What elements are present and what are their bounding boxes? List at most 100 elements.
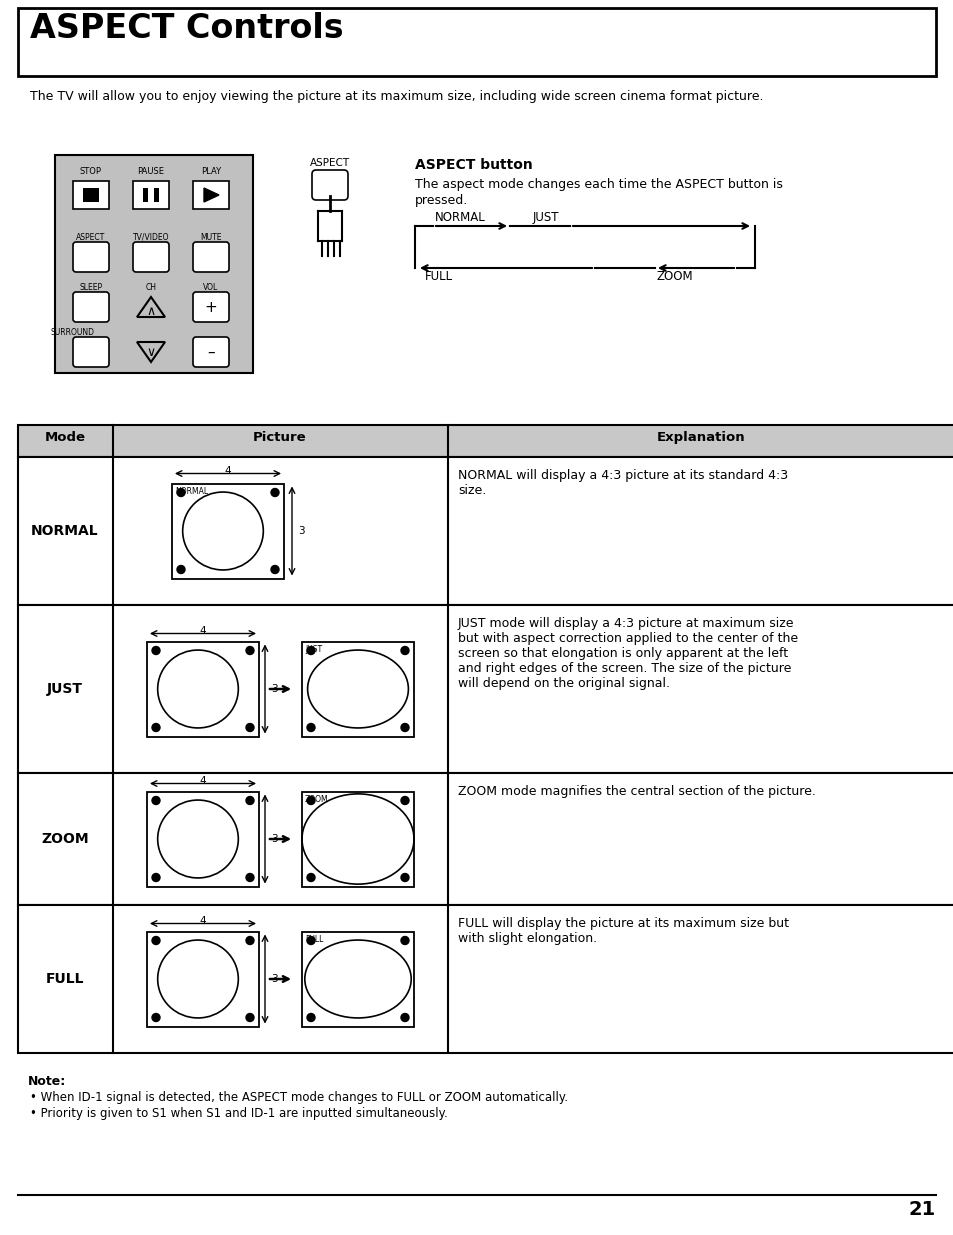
Text: NORMAL will display a 4:3 picture at its standard 4:3
size.: NORMAL will display a 4:3 picture at its… bbox=[457, 469, 787, 496]
Bar bbox=[147, 641, 258, 736]
Bar bbox=[18, 905, 953, 1053]
Circle shape bbox=[246, 646, 253, 655]
Circle shape bbox=[152, 646, 160, 655]
Bar bbox=[302, 931, 414, 1026]
Text: 4: 4 bbox=[199, 625, 206, 636]
Text: ZOOM: ZOOM bbox=[305, 794, 328, 804]
FancyBboxPatch shape bbox=[73, 337, 109, 367]
Circle shape bbox=[400, 936, 409, 945]
Bar bbox=[302, 641, 414, 736]
Circle shape bbox=[400, 797, 409, 804]
Bar bbox=[55, 156, 253, 373]
FancyBboxPatch shape bbox=[73, 242, 109, 272]
Circle shape bbox=[246, 724, 253, 731]
Circle shape bbox=[246, 797, 253, 804]
Circle shape bbox=[307, 724, 314, 731]
Text: 3: 3 bbox=[271, 834, 277, 844]
Text: FULL will display the picture at its maximum size but
with slight elongation.: FULL will display the picture at its max… bbox=[457, 918, 788, 945]
Circle shape bbox=[152, 1014, 160, 1021]
Text: SLEEP: SLEEP bbox=[79, 283, 103, 291]
Circle shape bbox=[271, 566, 278, 573]
FancyBboxPatch shape bbox=[193, 291, 229, 322]
Text: MUTE: MUTE bbox=[200, 233, 221, 242]
Bar bbox=[153, 188, 159, 203]
Text: PAUSE: PAUSE bbox=[137, 167, 164, 177]
Circle shape bbox=[271, 489, 278, 496]
Bar bbox=[143, 188, 148, 203]
Text: 3: 3 bbox=[297, 526, 304, 536]
Bar bbox=[172, 483, 284, 578]
Text: ∧: ∧ bbox=[146, 305, 155, 317]
Text: 3: 3 bbox=[271, 974, 277, 984]
Text: STOP: STOP bbox=[80, 167, 102, 177]
Text: ASPECT: ASPECT bbox=[76, 233, 106, 242]
Text: JUST: JUST bbox=[533, 211, 558, 224]
Circle shape bbox=[177, 566, 185, 573]
Text: FULL: FULL bbox=[424, 270, 453, 283]
Polygon shape bbox=[204, 188, 219, 203]
Circle shape bbox=[152, 797, 160, 804]
Text: Picture: Picture bbox=[253, 431, 307, 445]
Circle shape bbox=[307, 873, 314, 882]
Bar bbox=[302, 792, 414, 887]
Text: NORMAL: NORMAL bbox=[31, 524, 99, 538]
FancyBboxPatch shape bbox=[193, 242, 229, 272]
Text: VOL: VOL bbox=[203, 283, 218, 291]
Text: pressed.: pressed. bbox=[415, 194, 468, 207]
Circle shape bbox=[152, 936, 160, 945]
FancyBboxPatch shape bbox=[193, 337, 229, 367]
Text: PLAY: PLAY bbox=[201, 167, 221, 177]
Text: Note:: Note: bbox=[28, 1074, 66, 1088]
Text: ZOOM: ZOOM bbox=[41, 832, 89, 846]
Bar bbox=[18, 425, 953, 457]
Bar bbox=[132, 182, 169, 209]
Bar bbox=[18, 7, 935, 77]
Text: ASPECT Controls: ASPECT Controls bbox=[30, 12, 343, 44]
Text: 21: 21 bbox=[908, 1200, 935, 1219]
Text: ZOOM: ZOOM bbox=[657, 270, 693, 283]
Text: FULL: FULL bbox=[46, 972, 84, 986]
Text: –: – bbox=[207, 345, 214, 359]
Text: 4: 4 bbox=[225, 466, 231, 475]
Circle shape bbox=[246, 936, 253, 945]
Text: FULL: FULL bbox=[305, 935, 323, 944]
Bar bbox=[18, 605, 953, 773]
Circle shape bbox=[307, 936, 314, 945]
Text: The aspect mode changes each time the ASPECT button is: The aspect mode changes each time the AS… bbox=[415, 178, 782, 191]
Circle shape bbox=[177, 489, 185, 496]
Text: CH: CH bbox=[146, 283, 156, 291]
FancyBboxPatch shape bbox=[132, 242, 169, 272]
Text: ASPECT button: ASPECT button bbox=[415, 158, 532, 172]
Text: SURROUND: SURROUND bbox=[51, 329, 95, 337]
Bar bbox=[18, 457, 953, 605]
FancyBboxPatch shape bbox=[312, 170, 348, 200]
Circle shape bbox=[152, 724, 160, 731]
Text: 4: 4 bbox=[199, 776, 206, 785]
Text: • Priority is given to S1 when S1 and ID-1 are inputted simultaneously.: • Priority is given to S1 when S1 and ID… bbox=[30, 1107, 447, 1120]
Text: • When ID-1 signal is detected, the ASPECT mode changes to FULL or ZOOM automati: • When ID-1 signal is detected, the ASPE… bbox=[30, 1091, 567, 1104]
Circle shape bbox=[307, 797, 314, 804]
Bar bbox=[18, 773, 953, 905]
Text: NORMAL: NORMAL bbox=[435, 211, 485, 224]
Text: JUST mode will display a 4:3 picture at maximum size
but with aspect correction : JUST mode will display a 4:3 picture at … bbox=[457, 618, 798, 690]
Circle shape bbox=[400, 724, 409, 731]
Text: ZOOM mode magnifies the central section of the picture.: ZOOM mode magnifies the central section … bbox=[457, 785, 815, 798]
Text: 4: 4 bbox=[199, 915, 206, 925]
Text: Mode: Mode bbox=[45, 431, 86, 445]
Text: +: + bbox=[204, 300, 217, 315]
FancyBboxPatch shape bbox=[73, 291, 109, 322]
Text: The TV will allow you to enjoy viewing the picture at its maximum size, includin: The TV will allow you to enjoy viewing t… bbox=[30, 90, 762, 103]
Bar bbox=[147, 792, 258, 887]
Text: TV/VIDEO: TV/VIDEO bbox=[132, 233, 169, 242]
Bar bbox=[147, 931, 258, 1026]
Circle shape bbox=[400, 646, 409, 655]
Circle shape bbox=[152, 873, 160, 882]
Text: JUST: JUST bbox=[305, 645, 322, 653]
Bar bbox=[83, 188, 99, 203]
Circle shape bbox=[400, 1014, 409, 1021]
Circle shape bbox=[307, 646, 314, 655]
Text: 3: 3 bbox=[271, 684, 277, 694]
Text: NORMAL: NORMAL bbox=[174, 487, 208, 495]
Bar bbox=[193, 182, 229, 209]
Circle shape bbox=[246, 873, 253, 882]
